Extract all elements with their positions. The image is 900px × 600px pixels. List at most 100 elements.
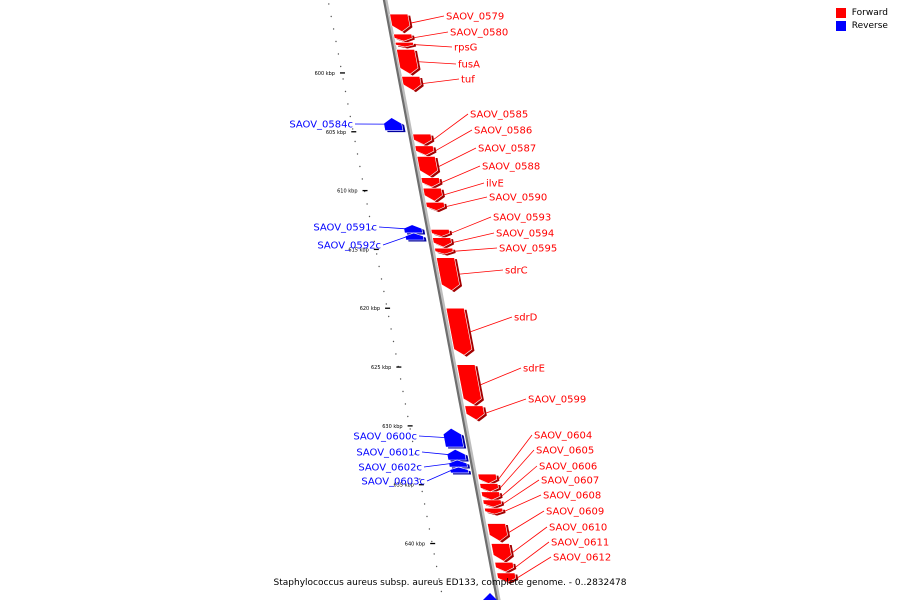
gene-arrow-saov_0604[interactable] [477, 473, 498, 484]
gene-arrow-saov_0584c[interactable] [383, 117, 404, 131]
gene-label[interactable]: fusA [458, 60, 480, 71]
gene-leader-line [459, 269, 504, 275]
genome-backbone [382, 0, 501, 600]
gene-label[interactable]: SAOV_0579 [446, 12, 504, 23]
gene-label[interactable]: SAOV_0606 [539, 462, 597, 473]
gene-label[interactable]: SAOV_0595 [499, 244, 557, 255]
gene-label[interactable]: rpsG [454, 43, 477, 54]
gene-arrow-saov_0595[interactable] [434, 247, 454, 255]
gene-leader-line [515, 541, 550, 568]
gene-arrow-saov_0593[interactable] [430, 229, 451, 237]
gene-label[interactable]: SAOV_0600c [353, 432, 417, 443]
gene-label[interactable]: SAOV_0605 [536, 446, 594, 457]
scale-dot [404, 403, 407, 405]
gene-label[interactable]: SAOV_0586 [474, 126, 532, 137]
scale-dot [359, 165, 361, 168]
scale-dot [440, 590, 443, 593]
scale-dot [390, 328, 392, 330]
scale-dot [411, 440, 414, 443]
gene-label[interactable]: SAOV_0607 [541, 476, 599, 487]
scale-dot [423, 503, 426, 505]
gene-arrow-saov_0612[interactable] [496, 572, 517, 583]
gene-arrow-saov_0603c[interactable] [449, 466, 470, 474]
legend-swatch-reverse [835, 21, 846, 31]
gene-label[interactable]: SAOV_0585 [470, 110, 528, 121]
gene-label[interactable]: SAOV_0591c [313, 223, 377, 234]
gene-arrow-saov_0599[interactable] [464, 405, 485, 421]
scale-dot [433, 553, 435, 555]
gene-arrow-saov_0610[interactable] [490, 543, 512, 562]
gene-arrow-saov_0608[interactable] [484, 507, 504, 515]
gene-leader-line [498, 434, 533, 480]
gene-label[interactable]: ilvE [486, 179, 504, 190]
gene-leader-line [414, 31, 449, 39]
gene-label[interactable]: SAOV_0580 [450, 28, 508, 39]
gene-label[interactable]: SAOV_0609 [546, 507, 604, 518]
gene-label[interactable]: SAOV_0610 [549, 523, 607, 534]
scale-dot [352, 128, 354, 130]
gene-leader-line [503, 479, 540, 504]
gene-arrow-saov_0591c[interactable] [403, 224, 424, 234]
scale-dot [399, 378, 402, 380]
gene-arrow-sdrd[interactable] [445, 307, 473, 356]
gene-arrow-saov_0592c[interactable] [404, 232, 425, 241]
scale-tick-label: 610 kbp [337, 189, 357, 195]
gene-label[interactable]: SAOV_0588 [482, 162, 540, 173]
gene-label[interactable]: SAOV_0594 [496, 229, 554, 240]
gene-label[interactable]: SAOV_0604 [534, 431, 592, 442]
gene-leader-line [504, 494, 542, 512]
gene-arrow-sdre[interactable] [456, 364, 482, 406]
gene-arrow-saov_0609[interactable] [486, 523, 508, 542]
gene-label[interactable]: tuf [461, 75, 475, 86]
gene-leader-line [435, 129, 473, 151]
gene-label[interactable]: sdrC [505, 266, 528, 277]
gene-arrow-saov_0611[interactable] [494, 562, 515, 573]
gene-arrow-sdrc[interactable] [436, 257, 460, 291]
gene-label[interactable]: SAOV_0602c [358, 463, 422, 474]
gene-label[interactable]: SAOV_0608 [543, 491, 601, 502]
scale-tick-label: 600 kbp [315, 71, 335, 77]
scale-dot [340, 65, 342, 68]
gene-arrow-saov_0586[interactable] [414, 145, 435, 156]
scale-dot [395, 353, 397, 355]
gene-leader-line [433, 113, 469, 140]
scale-dot [416, 465, 419, 468]
gene-label[interactable]: SAOV_0584c [289, 120, 353, 131]
gene-arrow-saov_0601c[interactable] [446, 449, 467, 461]
gene-label[interactable]: SAOV_0611 [551, 538, 609, 549]
gene-arrow-saov_0588[interactable] [420, 177, 441, 188]
gene-leader-line [426, 469, 453, 482]
gene-arrow-ilve[interactable] [422, 187, 443, 202]
gene-label[interactable]: SAOV_0587 [478, 144, 536, 155]
gene-arrow-rpsg[interactable] [394, 42, 414, 48]
gene-arrow-fusa[interactable] [396, 49, 419, 75]
scale-dot [349, 115, 351, 118]
gene-leader-line [453, 232, 495, 243]
gene-arrow-saov_0600c[interactable] [442, 427, 465, 448]
gene-label[interactable]: SAOV_0592c [317, 241, 381, 252]
gene-arrow-saov_0606[interactable] [480, 491, 501, 501]
gene-arrow-tuf[interactable] [401, 76, 422, 91]
gene-leader-line [418, 61, 457, 65]
gene-label[interactable]: SAOV_0601c [356, 448, 420, 459]
scale-dot [361, 178, 363, 180]
gene-arrow-saov_0579[interactable] [389, 13, 411, 33]
gene-label[interactable]: SAOV_0599 [528, 395, 586, 406]
gene-arrow-saov_0594[interactable] [432, 237, 452, 248]
gene-arrow-saov_0605[interactable] [479, 483, 499, 493]
gene-arrow-saov_0607[interactable] [482, 499, 502, 508]
gene-arrow-saov_0580[interactable] [393, 33, 413, 42]
gene-label[interactable]: sdrE [523, 364, 545, 375]
gene-label[interactable]: SAOV_0603c [361, 477, 425, 488]
gene-label[interactable]: SAOV_0593 [493, 213, 551, 224]
gene-arrow-saov_0590[interactable] [425, 202, 445, 211]
gene-label[interactable]: SAOV_0590 [489, 193, 547, 204]
gene-arrow-saov_0585[interactable] [412, 133, 433, 146]
gene-leader-line [470, 316, 513, 333]
gene-label[interactable]: SAOV_0612 [553, 553, 611, 564]
scale-dot [419, 478, 421, 480]
scale-dot [380, 278, 383, 280]
gene-leader-line [418, 435, 446, 439]
gene-label[interactable]: sdrD [514, 313, 538, 324]
gene-arrow-saov_0587[interactable] [416, 156, 439, 177]
